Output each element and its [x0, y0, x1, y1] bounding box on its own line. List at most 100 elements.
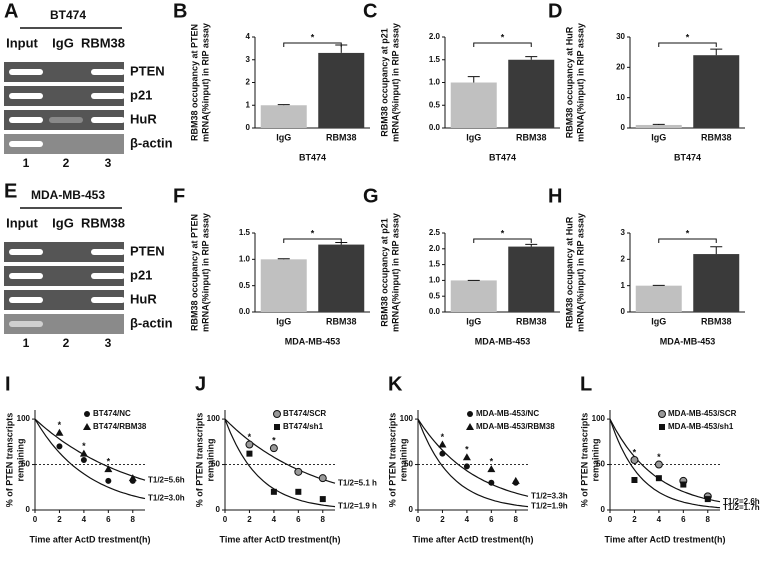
panel-letter: K: [388, 373, 403, 395]
decay-curve: [34, 418, 146, 481]
gel-band: [9, 141, 43, 147]
y-tick-label: 50: [21, 460, 30, 469]
half-life-label: T1/2=3.3h: [531, 491, 568, 500]
y-tick-label: 20: [616, 62, 625, 71]
x-axis-label: BT474: [299, 152, 326, 162]
data-point: [318, 474, 327, 483]
lane-number: 2: [63, 156, 70, 170]
legend-marker: [83, 423, 91, 430]
x-tick-label: 2: [57, 515, 62, 524]
x-tick-label: 0: [416, 515, 421, 524]
data-point: [438, 440, 447, 448]
y-axis-label: RBM38 occupancy at p21: [379, 28, 389, 137]
legend-label: BT474/NC: [93, 409, 131, 418]
y-tick-label: 30: [616, 32, 625, 41]
legend-marker: [467, 411, 473, 417]
half-life-label: T1/2=2.6h: [723, 497, 760, 506]
gel-band: [91, 93, 125, 99]
half-life-label: T1/2=3.0h: [148, 494, 185, 503]
y-tick-label: 0.5: [239, 281, 251, 290]
legend-label: MDA-MB-453/RBM38: [476, 422, 555, 431]
gel-strip: [4, 314, 124, 334]
gel-title: BT474: [50, 8, 86, 22]
x-tick-label: IgG: [466, 132, 481, 142]
half-life-label: T1/2=1.7h: [723, 503, 760, 512]
gel-band: [9, 321, 43, 327]
y-tick-label: 50: [211, 460, 220, 469]
bar: [693, 55, 740, 129]
data-point: [269, 444, 278, 453]
lane-header: RBM38: [81, 35, 125, 50]
data-point: [79, 449, 88, 457]
panel-letter: D: [548, 0, 562, 22]
y-axis-label: RBM38 occupancy at PTEN: [189, 214, 199, 331]
significance: *: [633, 447, 637, 457]
lane-number: 3: [105, 336, 112, 350]
significance-bracket: [473, 238, 532, 243]
y-axis-label: remaining: [398, 438, 408, 481]
significance: *: [107, 456, 111, 466]
gel-row-label: β-actin: [130, 315, 173, 330]
x-tick-label: 6: [489, 515, 494, 524]
gel-band: [49, 117, 83, 123]
x-tick-label: IgG: [466, 316, 481, 326]
x-tick-label: 8: [131, 515, 136, 524]
y-axis-label: mRNA(%input) in RIP assay: [575, 213, 585, 332]
y-tick-label: 0.0: [429, 307, 441, 316]
x-tick-label: 2: [247, 515, 252, 524]
significance: *: [686, 32, 690, 42]
gel-strip: [4, 86, 124, 106]
x-tick-label: RBM38: [516, 132, 547, 142]
bar: [450, 82, 497, 128]
gel-row-label: HuR: [130, 291, 157, 306]
gel-band: [91, 69, 125, 75]
y-axis-label: mRNA(%input) in RIP assay: [390, 23, 400, 142]
error-bar: [652, 123, 665, 125]
significance-bracket: [283, 42, 342, 47]
lane-number: 2: [63, 336, 70, 350]
x-tick-label: RBM38: [701, 316, 732, 326]
significance: *: [248, 432, 252, 442]
legend-label: BT474/sh1: [283, 422, 324, 431]
error-bar: [525, 56, 538, 60]
y-axis-label: mRNA(%input) in RIP assay: [575, 23, 585, 142]
legend-marker: [84, 411, 90, 417]
bar: [260, 105, 307, 128]
data-point: [655, 475, 662, 482]
gel-strip: [4, 134, 124, 154]
panel-letter: C: [363, 0, 377, 22]
legend-label: BT474/SCR: [283, 409, 326, 418]
y-tick-label: 0.0: [239, 307, 251, 316]
data-point: [270, 488, 277, 495]
x-axis-label: Time after ActD trestment(h): [604, 534, 725, 544]
half-life-label: T1/2=1.9 h: [338, 502, 377, 511]
gel-band: [9, 69, 43, 75]
legend-label: MDA-MB-453/NC: [476, 409, 539, 418]
error-bar: [467, 76, 480, 83]
x-tick-label: 2: [632, 515, 637, 524]
error-bar: [710, 246, 723, 255]
y-tick-label: 0: [246, 123, 251, 132]
x-tick-label: IgG: [276, 132, 291, 142]
y-tick-label: 1.5: [429, 55, 441, 64]
gel-band: [9, 93, 43, 99]
lane-number: 1: [23, 156, 30, 170]
data-point: [80, 457, 87, 463]
decay-curve: [609, 418, 721, 503]
lane-header: RBM38: [81, 215, 125, 230]
panel-letter: G: [363, 185, 379, 207]
half-life-label: T1/2=5.1 h: [338, 478, 377, 487]
gel-row-label: p21: [130, 267, 152, 282]
y-tick-label: 3: [246, 55, 251, 64]
x-tick-label: RBM38: [516, 316, 547, 326]
bar: [318, 244, 365, 312]
data-point: [105, 477, 112, 484]
data-point: [462, 453, 471, 461]
y-tick-label: 0: [216, 505, 221, 514]
lane-header: IgG: [52, 35, 74, 50]
y-axis-label: % of PTEN transcripts: [387, 413, 397, 508]
significance: *: [490, 456, 494, 466]
significance: *: [501, 228, 505, 238]
x-axis-label: MDA-MB-453: [285, 336, 341, 346]
